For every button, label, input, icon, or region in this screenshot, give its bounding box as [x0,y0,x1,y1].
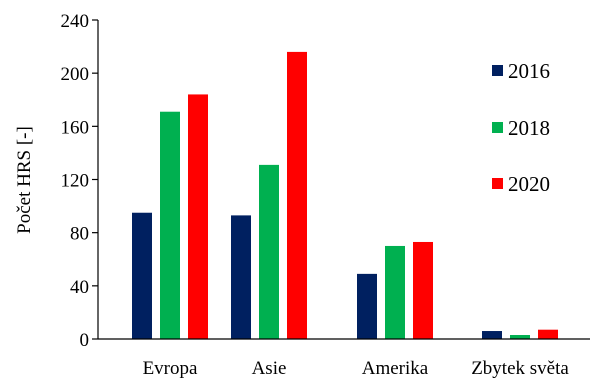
x-tick-label: Asie [252,358,287,379]
y-tick-label: 240 [61,11,90,32]
plot-area [132,51,558,340]
bar-2018-2 [385,245,405,339]
x-tick-label: Evropa [143,358,198,379]
y-tick-label: 160 [61,117,90,138]
bar-2016-0 [132,212,152,339]
y-tick-label: 40 [70,277,89,298]
x-tick-label: Zbytek světa [471,358,569,379]
legend: 2016 2018 2020 [492,59,550,196]
legend-swatch-2018 [492,122,503,133]
bar-2020-2 [413,241,433,339]
legend-swatch-2020 [492,178,503,189]
bar-2018-3 [510,335,530,339]
bar-2016-2 [357,273,377,339]
bar-2016-1 [231,215,251,339]
y-tick-label: 200 [61,64,90,85]
bar-2016-3 [482,331,502,339]
x-tick-label: Amerika [362,358,429,379]
y-tick-label: 80 [70,224,89,245]
y-tick-label: 120 [61,171,90,192]
legend-swatch-2016 [492,65,503,76]
legend-label-2018: 2018 [508,116,550,140]
legend-label-2020: 2020 [508,172,550,196]
bar-2018-1 [259,164,279,339]
bar-2020-0 [188,94,208,339]
y-axis-label: Počet HRS [-] [14,126,35,234]
y-tick-label: 0 [80,330,90,351]
x-axis: Evropa Asie Amerika Zbytek světa [98,338,590,379]
y-axis: 0 40 80 120 160 200 240 [61,11,99,351]
bar-2020-3 [538,329,558,339]
bar-2020-1 [287,51,307,340]
legend-label-2016: 2016 [508,59,550,83]
bar-2018-0 [160,111,180,340]
